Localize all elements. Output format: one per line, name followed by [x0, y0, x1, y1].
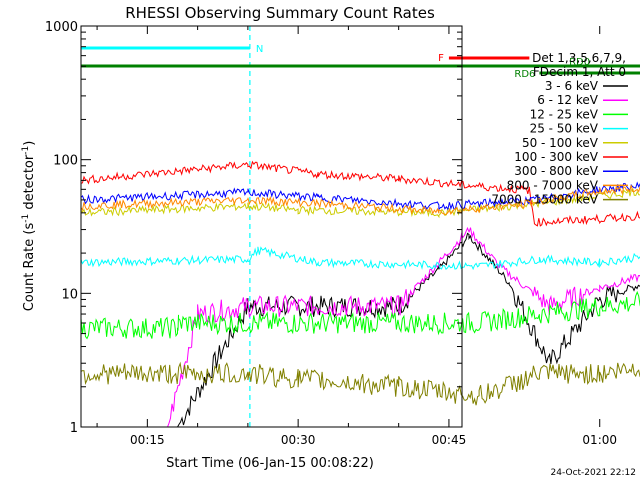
y-label-sup1: -1 [21, 214, 31, 223]
legend-entry-label-8: 7000 - 15000 keV [491, 193, 598, 207]
series-line-7 [80, 185, 640, 216]
legend-entry-label-6: 300 - 800 keV [514, 164, 598, 178]
series-line-8 [80, 361, 640, 406]
chart-title: RHESSI Observing Summary Count Rates [125, 4, 435, 22]
legend-entry-label-2: 12 - 25 keV [530, 107, 599, 121]
legend-header-line2: FDecim 1, Att 0 [533, 65, 626, 79]
x-tick-label-0: 00:15 [130, 433, 165, 447]
series-line-2 [80, 290, 640, 340]
y-label-part3: ) [22, 141, 37, 146]
y-tick-label-1: 10 [61, 287, 78, 302]
legend-entry-label-0: 3 - 6 keV [545, 79, 599, 93]
y-axis: 1 10 100 1000 [45, 20, 462, 436]
series-line-5 [80, 160, 640, 227]
y-label-part2: detector [22, 154, 37, 214]
generation-timestamp: 24-Oct-2021 22:12 [551, 468, 636, 478]
x-tick-label-2: 00:45 [432, 433, 467, 447]
legend-entry-label-1: 6 - 12 keV [537, 93, 599, 107]
annotation-label-f: F [438, 53, 444, 64]
legend-entry-label-4: 50 - 100 keV [522, 136, 599, 150]
legend-entry-label-7: 800 - 7000 keV [507, 178, 599, 192]
annotation-label-n: N [256, 44, 263, 55]
y-axis-label: Count Rate (s-1 detector-1) [21, 141, 37, 312]
y-tick-label-0: 1 [70, 421, 78, 436]
legend-entry-label-3: 25 - 50 keV [530, 122, 599, 136]
y-tick-label-2: 100 [53, 154, 78, 169]
plot-frame [80, 25, 463, 428]
series-line-6 [80, 181, 640, 211]
annotation-label-rd0: RD0 [569, 57, 590, 68]
y-tick-label-3: 1000 [45, 20, 78, 35]
legend-entry-label-5: 100 - 300 keV [514, 150, 598, 164]
annotation-label-rd6: RD6 [514, 69, 535, 80]
series-line-3 [80, 246, 640, 271]
x-tick-label-3: 01:00 [582, 433, 617, 447]
x-axis-label: Start Time (06-Jan-15 00:08:22) [166, 456, 374, 471]
x-tick-label-1: 00:30 [281, 433, 316, 447]
series-line-1 [81, 226, 640, 428]
legend-header-line1: Det 1,3,5,6,7,9, [532, 51, 626, 65]
series-line-0 [81, 232, 640, 428]
y-label-sup2: -1 [21, 146, 31, 155]
y-label-part1: Count Rate (s [22, 223, 37, 312]
plot-layer: NFRD0RD6S [80, 26, 640, 428]
